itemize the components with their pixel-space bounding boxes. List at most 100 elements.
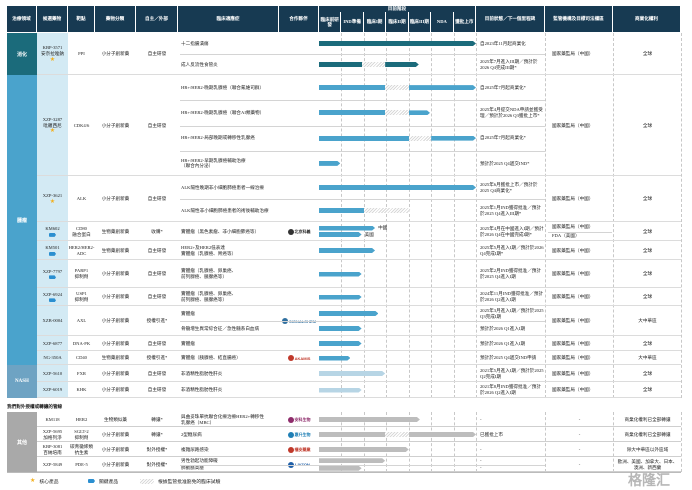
candidate-label: XZP-6019 — [42, 387, 63, 393]
regulator: 國家藥監局（中國） — [552, 122, 594, 128]
indication: 實體瘤（黑色素瘤、非小細胞肺癌等） — [181, 228, 260, 234]
core-product-star-icon: ★ — [49, 128, 56, 135]
candidate-name[interactable]: XZP-3287 吡羅西尼 ★ — [37, 75, 68, 176]
stage-divider — [453, 412, 455, 472]
candidate-name[interactable]: XZP-7797 — [37, 260, 68, 288]
candidate-name[interactable]: XZB-0004 — [37, 306, 68, 336]
progress-bar — [409, 432, 476, 437]
header-status: 目前狀態／下一個里程碑 — [476, 6, 545, 32]
candidate-label: XZB-0004 — [42, 318, 63, 324]
candidate-name[interactable]: XZP-5695 加格列淨 — [37, 427, 68, 442]
indication: 實體瘤 — [181, 310, 195, 316]
candidate-name[interactable]: KBP-3571 安奈拉唑鈉 ★ — [37, 33, 68, 75]
therapeutic-area: 腫瘤 — [7, 75, 37, 365]
status-milestone: 2025年5月進入I期／預計於2026 Q4完成I期* — [480, 244, 544, 256]
commercial-rights: 全球 — [642, 340, 653, 346]
commercial-rights: 全球 — [642, 122, 653, 128]
status-milestone: 預計於2026 Q1進入I期 — [480, 340, 526, 346]
header-stage: 臨床I期 — [363, 12, 387, 32]
candidate-label: XZP-5695 加格列淨 — [42, 428, 63, 440]
stage-divider — [363, 33, 365, 398]
candidate-name[interactable]: XZP-6019 — [37, 382, 68, 398]
regulator: 國家藥監局（中國） — [552, 196, 594, 202]
candidate-label: KBP-3571 安奈拉唑鈉 — [41, 45, 64, 56]
target: ALK — [76, 196, 87, 202]
drug-class: 生物藥創新藥 — [101, 355, 130, 361]
indication: 非酒精性脂肪性肝炎 — [181, 370, 223, 376]
header-target: 靶點 — [68, 6, 95, 32]
candidate-name[interactable]: KM118 — [37, 412, 68, 427]
regulator: FDA（美國） — [552, 233, 580, 239]
candidate-name[interactable]: KM602 — [37, 222, 68, 241]
row-divider — [37, 397, 681, 398]
progress-bar — [319, 272, 362, 277]
status-milestone: 2025年7月進入III期／預計於2026 Q4完成III期* — [480, 58, 538, 70]
core-product-star-icon: ★ — [49, 56, 56, 63]
drug-class: 小分子創新藥 — [101, 196, 130, 202]
candidate-label: XZP-5610 — [42, 370, 63, 376]
column-divider — [545, 33, 546, 398]
drug-class: 小分子創新藥 — [101, 431, 130, 437]
progress-bar — [319, 41, 476, 46]
row-divider — [37, 335, 681, 336]
header-stage: 獲批上市 — [453, 12, 476, 32]
candidate-name[interactable]: XZP-5849 — [37, 457, 68, 472]
therapeutic-area: 其他 — [7, 412, 37, 472]
legend-key: 關鍵產品 — [88, 476, 148, 486]
sub-row-divider — [180, 321, 545, 322]
source: 對外授權* — [146, 461, 168, 467]
candidate-label: KBP-3081 百納培南 — [42, 443, 63, 455]
progress-bar — [319, 466, 362, 471]
stage-divider — [453, 33, 455, 398]
status-milestone: 自2023年11月起商業化 — [480, 40, 526, 46]
regulator: 國家藥監局（中國） — [552, 370, 594, 376]
progress-bar — [319, 135, 409, 141]
partner-logo-icon — [287, 228, 294, 235]
drug-class: 小分子創新藥 — [101, 318, 130, 324]
drug-class: 小分子創新藥 — [101, 446, 130, 452]
source: 收購* — [151, 228, 163, 234]
candidate-name[interactable]: NG-350A — [37, 351, 68, 365]
partner-logo-icon — [287, 431, 294, 438]
commercial-rights: 全球 — [642, 387, 653, 393]
stage-divider — [431, 33, 433, 398]
indication: HR+/HER2-局部晚期或轉移性乳腺癌 — [181, 135, 255, 141]
partner-logo: 北京科義 — [279, 222, 319, 241]
target: CDK4/6 — [73, 122, 90, 128]
source: 自主研發 — [147, 340, 167, 346]
row-divider — [37, 471, 681, 472]
indication: 十二指腸潰瘍 — [181, 40, 209, 46]
legend-label: 根據監管批准豁免的臨床試驗 — [158, 479, 221, 485]
key-product-tag-icon — [49, 232, 56, 237]
header-stage: 臨床III期 — [408, 12, 432, 32]
candidate-label: XZP-7797 — [42, 268, 63, 274]
drug-class: 小分子創新藥 — [101, 340, 130, 346]
candidate-name[interactable]: KBP-3081 百納培南 — [37, 442, 68, 457]
indication: 成人反流性食管炎 — [181, 61, 218, 67]
candidate-name[interactable]: XZP-3621 ★ — [37, 176, 68, 222]
commercial-rights: 全球 — [642, 196, 653, 202]
drug-class: 小分子創新藥 — [101, 461, 130, 467]
stage-divider — [431, 412, 433, 472]
candidate-name[interactable]: XZP-5610 — [37, 365, 68, 382]
header-stage: 臨床前研發 — [319, 12, 342, 32]
indication: 非酒精性脂肪性肝炎 — [181, 387, 223, 393]
partner-logo-icon — [287, 446, 294, 453]
commercial-rights: 全球 — [642, 370, 653, 376]
status-milestone: 預計於2025 Q4遞交IND* — [480, 160, 530, 166]
candidate-name[interactable]: XZP-6877 — [37, 336, 68, 351]
row-divider — [37, 364, 681, 365]
commercial-rights: 大中華區 — [638, 355, 657, 361]
sub-row-divider — [180, 150, 545, 152]
therapeutic-area: 消化 — [7, 33, 37, 75]
column-divider — [545, 412, 546, 472]
drug-class: 小分子創新藥 — [101, 271, 130, 277]
key-product-tag-icon — [49, 251, 56, 256]
bar-region-label: 美國 — [364, 231, 374, 237]
commercial-rights: 商業化權利已全部轉讓 — [624, 431, 671, 437]
status-milestone: 2025年4月在中國進入I期／預計於2026 Q4在中國完成I期* — [480, 225, 544, 237]
candidate-name[interactable]: XZP-6924 — [37, 288, 68, 306]
candidate-name[interactable]: KM501 — [37, 241, 68, 260]
row-divider — [37, 74, 681, 75]
partner-name: 福安藥業 — [294, 446, 311, 452]
